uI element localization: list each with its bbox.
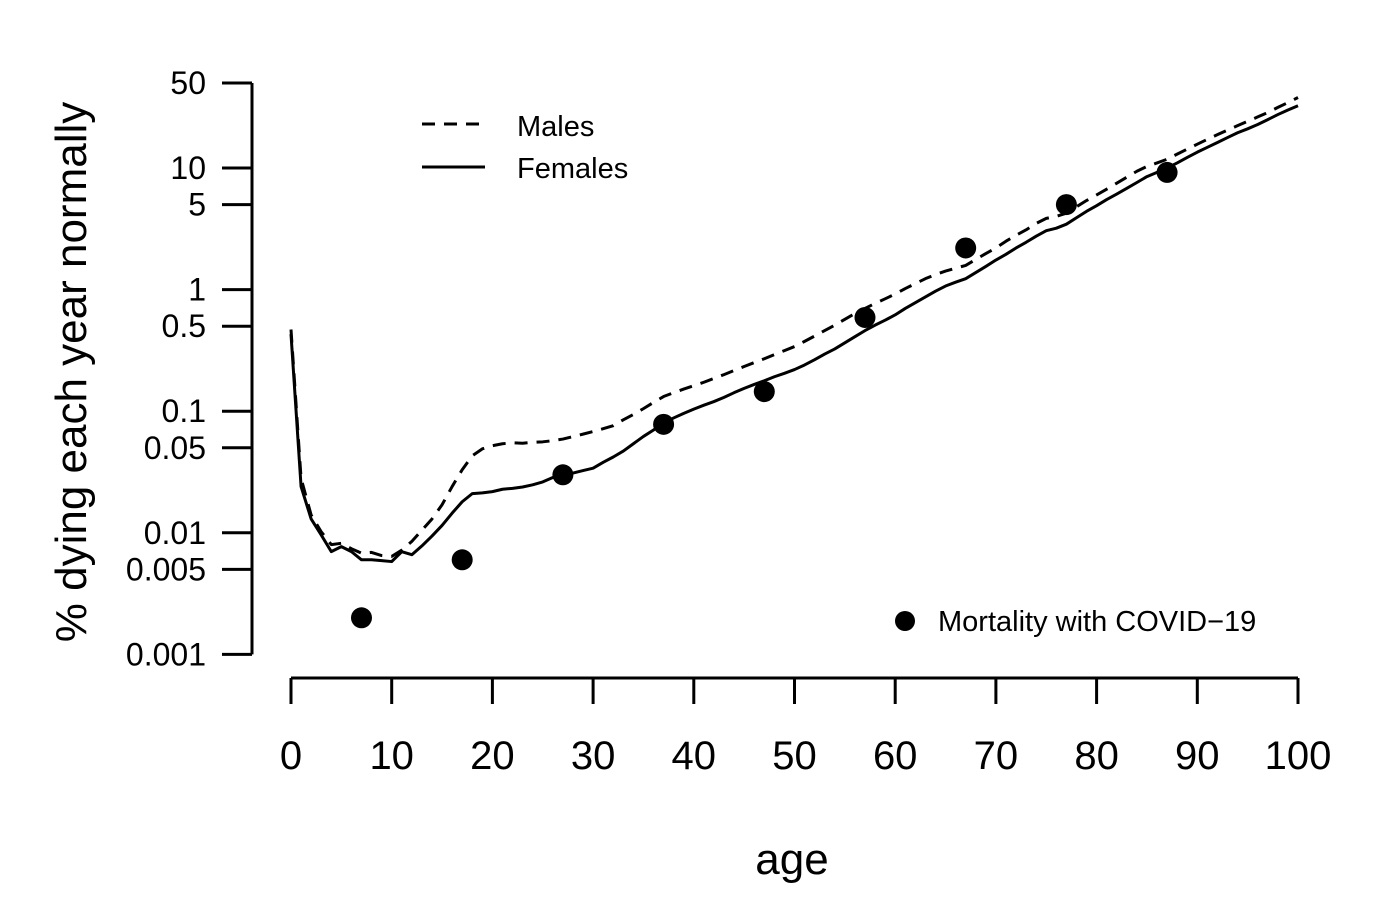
point-legend: Mortality with COVID−19 [895,606,1256,638]
y-tick-label: 0.1 [162,393,206,429]
x-tick-label: 50 [772,734,817,778]
x-tick-label: 20 [470,734,515,778]
covid-point [1055,194,1077,216]
x-tick-label: 60 [873,734,918,778]
legend-covid-dot [895,611,915,631]
y-axis-title: % dying each year normally [47,102,96,642]
y-tick-label: 0.5 [162,308,206,344]
x-tick-label: 0 [280,734,302,778]
y-tick-label: 1 [188,272,206,308]
covid-point [350,607,372,629]
covid-point [1156,161,1178,183]
x-tick-label: 70 [974,734,1019,778]
x-tick-label: 30 [571,734,616,778]
series-lines [289,96,1299,564]
covid-point [552,464,574,486]
covid-point [653,413,675,435]
mortality-by-age-chart: 50 10 5 1 0.5 0.1 0.05 0.01 0.005 0.001 0 10 20 30 40… [40,16,1400,908]
x-tick-label: 90 [1175,734,1220,778]
y-axis: 50 105 10.5 0.10.05 0.010.005 0.001 [126,65,254,672]
y-tick-label: 0.001 [126,636,206,672]
covid-point [854,306,876,328]
line-legend: Males Females [422,111,628,185]
x-axis-title: age [755,835,828,884]
covid-point [753,381,775,403]
legend-males-label: Males [517,111,594,143]
series-line-females [289,104,1299,564]
legend-covid-label: Mortality with COVID−19 [938,606,1256,638]
x-tick-label: 100 [1265,734,1332,778]
covid-point [955,237,977,259]
x-axis: 0 10 20 30 40 50 60 70 80 90 100 [280,676,1332,778]
y-tick-label: 5 [188,187,206,223]
y-tick-label: 0.01 [144,515,206,551]
x-tick-label: 10 [369,734,414,778]
x-tick-label: 80 [1074,734,1119,778]
y-tick-label: 10 [170,150,206,186]
y-tick-label: 0.05 [144,430,206,466]
y-tick-label: 50 [170,65,206,101]
covid-point [451,549,473,571]
legend-females-label: Females [517,153,628,185]
covid-points [350,161,1178,629]
x-tick-label: 40 [672,734,717,778]
y-tick-label: 0.005 [126,551,206,587]
